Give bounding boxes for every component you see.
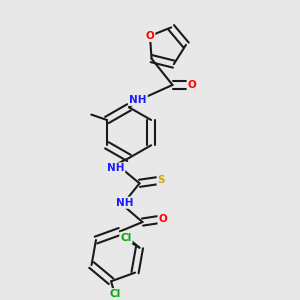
Text: O: O [188, 80, 196, 90]
Text: O: O [158, 214, 167, 224]
Text: NH: NH [107, 164, 124, 173]
Text: S: S [158, 175, 165, 185]
Text: Cl: Cl [109, 289, 121, 299]
Text: NH: NH [116, 198, 133, 208]
Text: O: O [146, 31, 154, 41]
Text: Cl: Cl [120, 233, 132, 243]
Text: NH: NH [129, 95, 147, 105]
